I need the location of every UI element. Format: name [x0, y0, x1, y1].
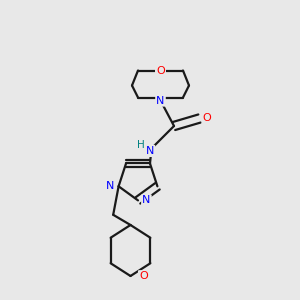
- Text: O: O: [202, 113, 211, 124]
- Text: O: O: [139, 271, 148, 281]
- Text: H: H: [137, 140, 145, 150]
- Text: N: N: [146, 146, 154, 156]
- Text: N: N: [142, 195, 151, 206]
- Text: N: N: [106, 181, 114, 191]
- Text: N: N: [156, 95, 165, 106]
- Text: O: O: [156, 65, 165, 76]
